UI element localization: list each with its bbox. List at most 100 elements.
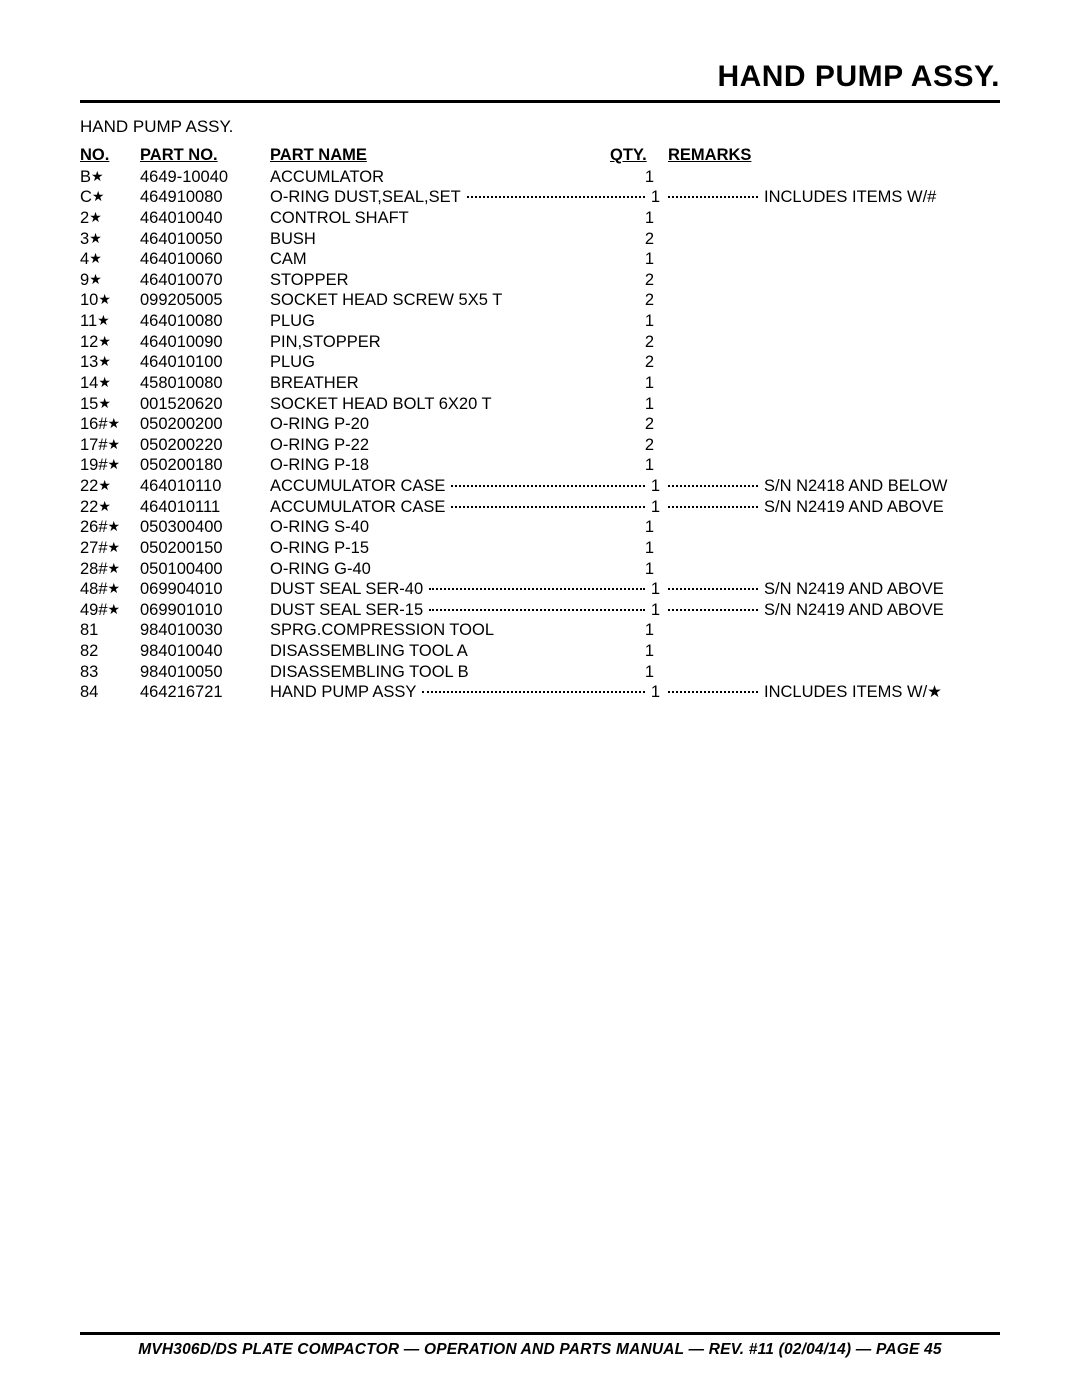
- cell-partname: PIN,STOPPER: [270, 332, 610, 353]
- cell-remarks: S/N N2418 AND BELOW: [660, 476, 1000, 497]
- cell-no: 27#★: [80, 538, 140, 559]
- cell-remarks: [660, 332, 1000, 353]
- table-row: 11★464010080PLUG1: [80, 311, 1000, 332]
- table-row: 84464216721HAND PUMP ASSY1 INCLUDES ITEM…: [80, 682, 1000, 703]
- cell-remarks: INCLUDES ITEMS W/#: [660, 187, 1000, 208]
- cell-remarks: [660, 229, 1000, 250]
- cell-no: 48#★: [80, 579, 140, 600]
- cell-partno: 464910080: [140, 187, 270, 208]
- cell-partno: 464010040: [140, 208, 270, 229]
- cell-no: 83: [80, 662, 140, 683]
- cell-remarks: [660, 641, 1000, 662]
- table-row: 83984010050DISASSEMBLING TOOL B1: [80, 662, 1000, 683]
- leader-dots: [467, 196, 645, 198]
- cell-remarks: [660, 662, 1000, 683]
- cell-no: 3★: [80, 229, 140, 250]
- cell-partname: O-RING G-40: [270, 559, 610, 580]
- cell-partname: O-RING P-20: [270, 414, 610, 435]
- cell-partno: 464010070: [140, 270, 270, 291]
- cell-partno: 464010080: [140, 311, 270, 332]
- cell-remarks: [660, 455, 1000, 476]
- cell-partname: HAND PUMP ASSY: [270, 682, 420, 703]
- cell-partname: O-RING P-22: [270, 435, 610, 456]
- cell-qty: 1: [610, 517, 660, 538]
- cell-partno: 464010050: [140, 229, 270, 250]
- cell-no: 22★: [80, 497, 140, 518]
- cell-qty: 2: [610, 270, 660, 291]
- cell-remarks: [660, 538, 1000, 559]
- cell-partno: 464010100: [140, 352, 270, 373]
- cell-partname: PLUG: [270, 311, 610, 332]
- cell-partno: 069904010: [140, 579, 270, 600]
- cell-qty: 1: [610, 167, 660, 188]
- table-row: 27#★050200150O-RING P-151: [80, 538, 1000, 559]
- cell-partno: 099205005: [140, 290, 270, 311]
- cell-remarks: [660, 373, 1000, 394]
- cell-remarks: [660, 208, 1000, 229]
- cell-partno: 458010080: [140, 373, 270, 394]
- table-row: 19#★050200180O-RING P-181: [80, 455, 1000, 476]
- table-row: 15★001520620SOCKET HEAD BOLT 6X20 T1: [80, 394, 1000, 415]
- cell-no: 2★: [80, 208, 140, 229]
- cell-qty: 1: [647, 600, 660, 621]
- cell-partname: DISASSEMBLING TOOL B: [270, 662, 610, 683]
- cell-no: B★: [80, 167, 140, 188]
- table-row: 4★464010060CAM1: [80, 249, 1000, 270]
- table-row: 22★464010110ACCUMULATOR CASE1 S/N N2418 …: [80, 476, 1000, 497]
- cell-qty: 1: [610, 538, 660, 559]
- cell-partname: ACCUMLATOR: [270, 167, 610, 188]
- col-header-qty: QTY.: [610, 145, 660, 166]
- cell-partname: SOCKET HEAD BOLT 6X20 T: [270, 394, 610, 415]
- cell-no: 81: [80, 620, 140, 641]
- cell-remarks: [660, 620, 1000, 641]
- table-row: 14★458010080BREATHER1: [80, 373, 1000, 394]
- cell-no: 9★: [80, 270, 140, 291]
- cell-remarks: [660, 394, 1000, 415]
- cell-partname: BUSH: [270, 229, 610, 250]
- cell-remarks: S/N N2419 AND ABOVE: [660, 600, 1000, 621]
- cell-no: 19#★: [80, 455, 140, 476]
- cell-qty: 1: [610, 620, 660, 641]
- cell-no: 15★: [80, 394, 140, 415]
- leader-dots: [668, 691, 758, 693]
- cell-partno: 050200150: [140, 538, 270, 559]
- table-row: B★4649-10040ACCUMLATOR1: [80, 167, 1000, 188]
- cell-no: 26#★: [80, 517, 140, 538]
- cell-partname: SPRG.COMPRESSION TOOL: [270, 620, 610, 641]
- leader-dots: [668, 588, 758, 590]
- cell-no: 49#★: [80, 600, 140, 621]
- cell-no: 10★: [80, 290, 140, 311]
- cell-remarks: INCLUDES ITEMS W/★: [660, 682, 1000, 703]
- cell-qty: 2: [610, 414, 660, 435]
- cell-qty: 2: [610, 290, 660, 311]
- cell-partname: O-RING DUST,SEAL,SET: [270, 187, 465, 208]
- leader-dots: [451, 485, 644, 487]
- cell-qty: 1: [610, 662, 660, 683]
- cell-no: 11★: [80, 311, 140, 332]
- cell-remarks: [660, 249, 1000, 270]
- cell-partname: O-RING S-40: [270, 517, 610, 538]
- cell-partno: 464010111: [140, 497, 270, 518]
- cell-remarks: [660, 352, 1000, 373]
- table-header: NO. PART NO. PART NAME QTY. REMARKS: [80, 145, 1000, 166]
- cell-qty: 1: [647, 579, 660, 600]
- cell-remarks: S/N N2419 AND ABOVE: [660, 579, 1000, 600]
- table-row: 13★464010100PLUG2: [80, 352, 1000, 373]
- cell-partname: O-RING P-18: [270, 455, 610, 476]
- cell-partname: PLUG: [270, 352, 610, 373]
- page-title: HAND PUMP ASSY.: [80, 60, 1000, 103]
- cell-no: 13★: [80, 352, 140, 373]
- leader-dots: [422, 691, 644, 693]
- cell-partno: 464216721: [140, 682, 270, 703]
- cell-partno: 050300400: [140, 517, 270, 538]
- table-row: 17#★050200220O-RING P-222: [80, 435, 1000, 456]
- cell-qty: 1: [647, 187, 660, 208]
- cell-partno: 001520620: [140, 394, 270, 415]
- table-row: 12★464010090PIN,STOPPER2: [80, 332, 1000, 353]
- cell-qty: 1: [610, 559, 660, 580]
- cell-no: 12★: [80, 332, 140, 353]
- cell-remarks: [660, 311, 1000, 332]
- leader-dots: [668, 196, 758, 198]
- col-header-partno: PART NO.: [140, 145, 270, 166]
- cell-partname: DUST SEAL SER-40: [270, 579, 427, 600]
